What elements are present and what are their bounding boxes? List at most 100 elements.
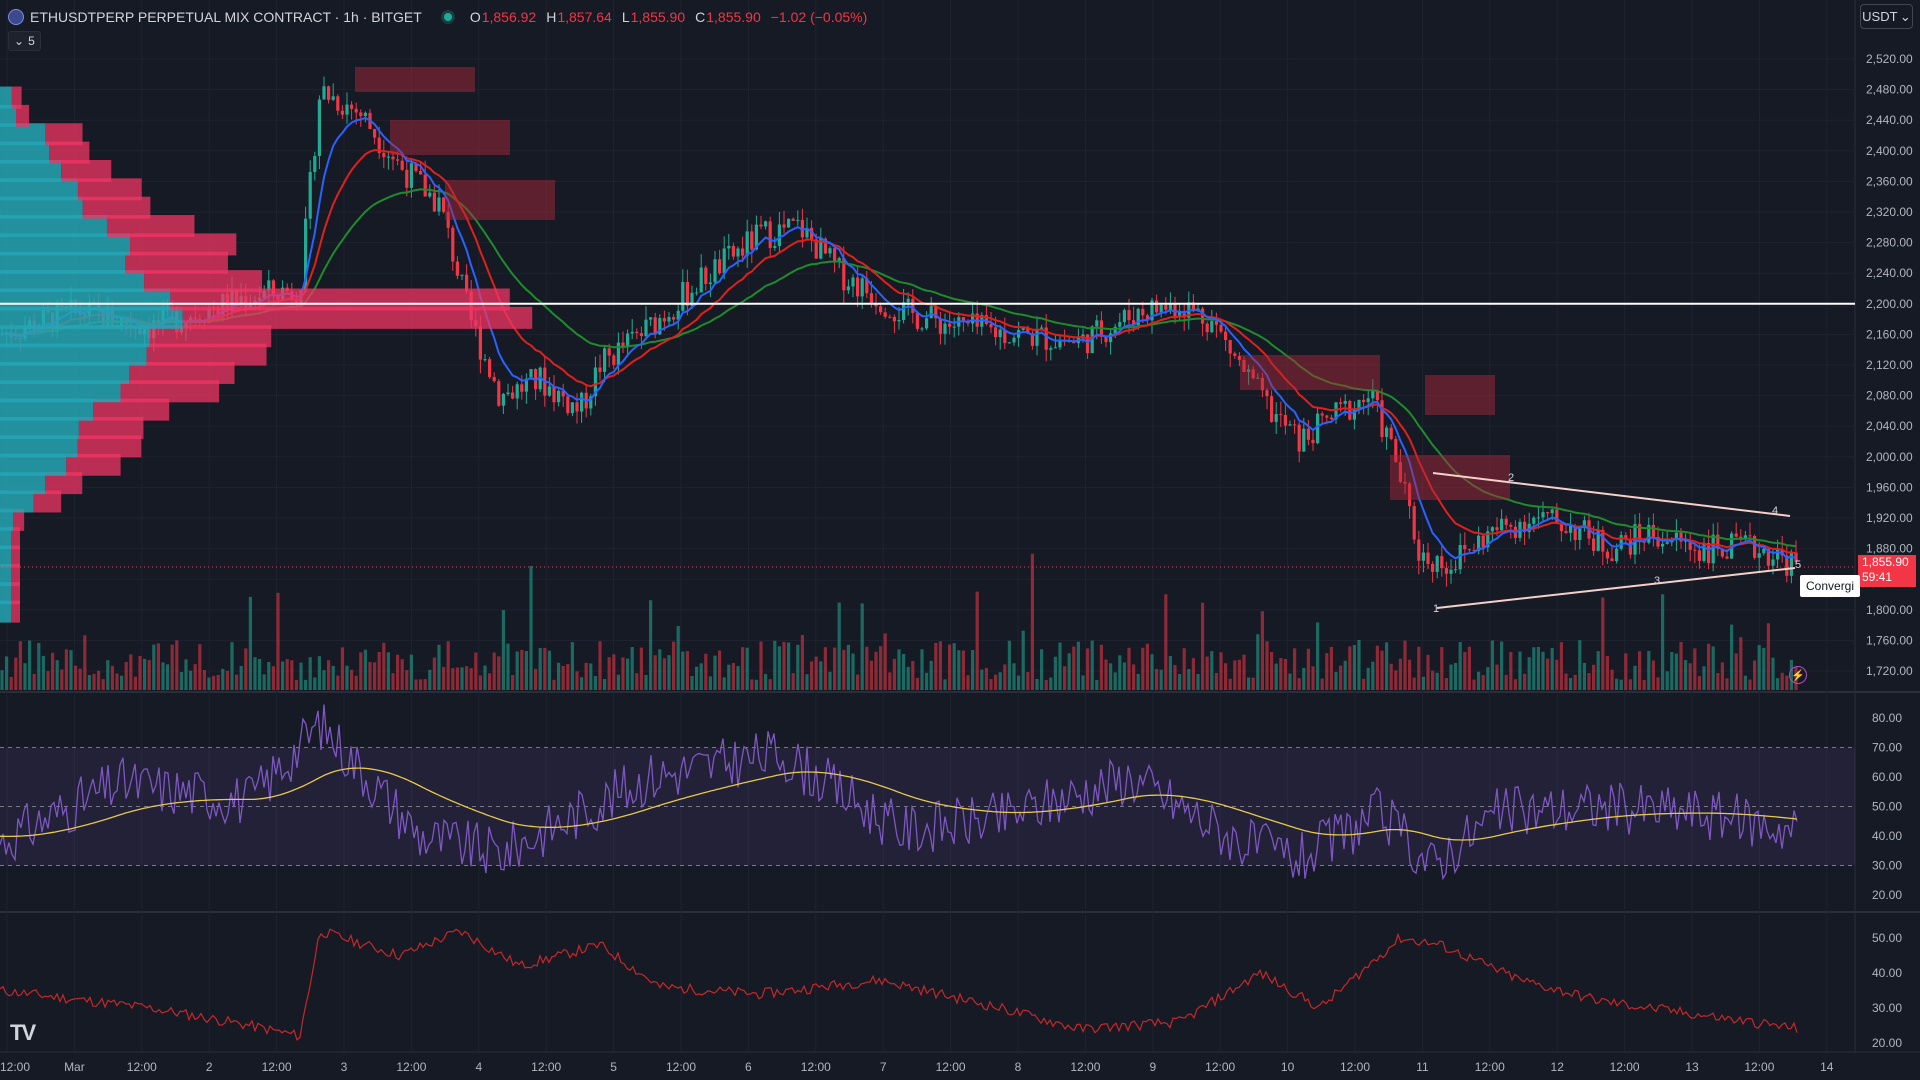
candle-body <box>731 245 735 257</box>
volume-bar <box>810 661 814 690</box>
volume-bar <box>5 656 9 690</box>
volume-bar <box>920 649 924 690</box>
volume-bar <box>501 610 505 690</box>
candle-body <box>1104 336 1108 343</box>
rsi-tick-label: 60.00 <box>1872 770 1902 784</box>
candle-body <box>1739 536 1743 539</box>
candle-body <box>644 319 648 337</box>
candle-body <box>938 318 942 334</box>
candle-body <box>695 292 699 294</box>
candle-body <box>1619 535 1623 549</box>
volume-bar <box>322 670 326 690</box>
volume-bar <box>1357 640 1361 690</box>
volume-bar <box>483 665 487 690</box>
supply-zone[interactable] <box>445 180 555 220</box>
volume-bar <box>1270 652 1274 690</box>
candle-body <box>506 392 510 394</box>
candle-body <box>331 96 335 100</box>
candle-body <box>1408 483 1412 507</box>
volume-bar <box>1063 666 1067 690</box>
supply-zone[interactable] <box>1425 375 1495 415</box>
candle-body <box>497 381 501 406</box>
volume-bar <box>1444 677 1448 690</box>
volume-bar <box>727 664 731 690</box>
candle-body <box>796 219 800 221</box>
volume-bar <box>0 670 4 690</box>
candle-body <box>409 163 413 188</box>
volume-bar <box>833 647 837 690</box>
candle-body <box>1214 321 1218 325</box>
candle-body <box>1757 553 1761 558</box>
volume-bar <box>377 651 381 690</box>
volume-bar <box>1739 637 1743 690</box>
volume-bar <box>644 675 648 690</box>
volume-bar <box>570 642 574 690</box>
profile-bar-buy <box>0 306 183 329</box>
volume-bar <box>837 602 841 690</box>
volume-bar <box>212 675 216 690</box>
volume-bar <box>1086 648 1090 690</box>
supply-zone[interactable] <box>355 67 475 92</box>
candle-body <box>1753 535 1757 558</box>
candle-body <box>1569 525 1573 533</box>
volume-bar <box>437 644 441 690</box>
lightning-icon[interactable]: ⚡ <box>1789 666 1807 684</box>
supply-zone[interactable] <box>390 120 510 155</box>
candle-body <box>557 390 561 403</box>
volume-bar <box>828 671 832 690</box>
supply-zone[interactable] <box>1390 455 1510 500</box>
volume-bar <box>948 644 952 690</box>
candle-body <box>520 384 524 392</box>
volume-bar <box>869 660 873 690</box>
volume-bar <box>1380 650 1384 690</box>
volume-bar <box>1458 642 1462 690</box>
volume-bar <box>971 650 975 690</box>
volume-bar <box>235 674 239 690</box>
candle-body <box>1435 556 1439 572</box>
volume-bar <box>1371 661 1375 690</box>
candle-body <box>1449 569 1453 574</box>
volume-bar <box>336 675 340 690</box>
candle-body <box>1444 568 1448 574</box>
time-tick-label: 14 <box>1820 1060 1834 1074</box>
volume-bar <box>699 663 703 690</box>
tradingview-logo[interactable]: TV <box>10 1020 36 1045</box>
time-tick-label: 12:00 <box>396 1060 426 1074</box>
volume-bar <box>1743 675 1747 690</box>
volume-bar <box>18 641 22 690</box>
low-value: 1,855.90 <box>630 9 686 25</box>
volume-bar <box>580 677 584 690</box>
volume-bar <box>271 666 275 690</box>
pattern-label[interactable]: Convergi <box>1800 575 1860 597</box>
candle-body <box>998 329 1002 338</box>
volume-bar <box>474 652 478 690</box>
symbol-title[interactable]: ETHUSDTPERP PERPETUAL MIX CONTRACT · 1h … <box>30 9 422 25</box>
volume-bar <box>382 642 386 690</box>
volume-bar <box>1776 678 1780 690</box>
volume-bar <box>23 663 27 690</box>
volume-bar <box>110 665 114 690</box>
supply-zone[interactable] <box>1240 355 1380 390</box>
volume-bar <box>874 651 878 690</box>
volume-bar <box>419 679 423 690</box>
candle-body <box>1274 414 1278 422</box>
candle-body <box>1136 308 1140 326</box>
candle-body <box>708 282 712 285</box>
volume-bar <box>446 641 450 690</box>
pattern-upper-trendline[interactable] <box>1432 472 1791 517</box>
volume-bar <box>589 663 593 690</box>
indicators-toggle-button[interactable]: ⌄ 5 <box>8 31 41 51</box>
candle-body <box>704 267 708 285</box>
currency-selector[interactable]: USDT ⌄ <box>1860 4 1913 29</box>
volume-bar <box>1182 648 1186 690</box>
pattern-lower-trendline[interactable] <box>1436 567 1796 609</box>
volume-bar <box>1389 663 1393 690</box>
profile-bar-sell <box>16 104 30 127</box>
volume-bar <box>1417 646 1421 690</box>
candle-body <box>1256 377 1260 379</box>
volume-bar <box>667 655 671 690</box>
candle-body <box>1592 538 1596 551</box>
volume-bar <box>1725 678 1729 690</box>
candle-body <box>529 369 533 379</box>
